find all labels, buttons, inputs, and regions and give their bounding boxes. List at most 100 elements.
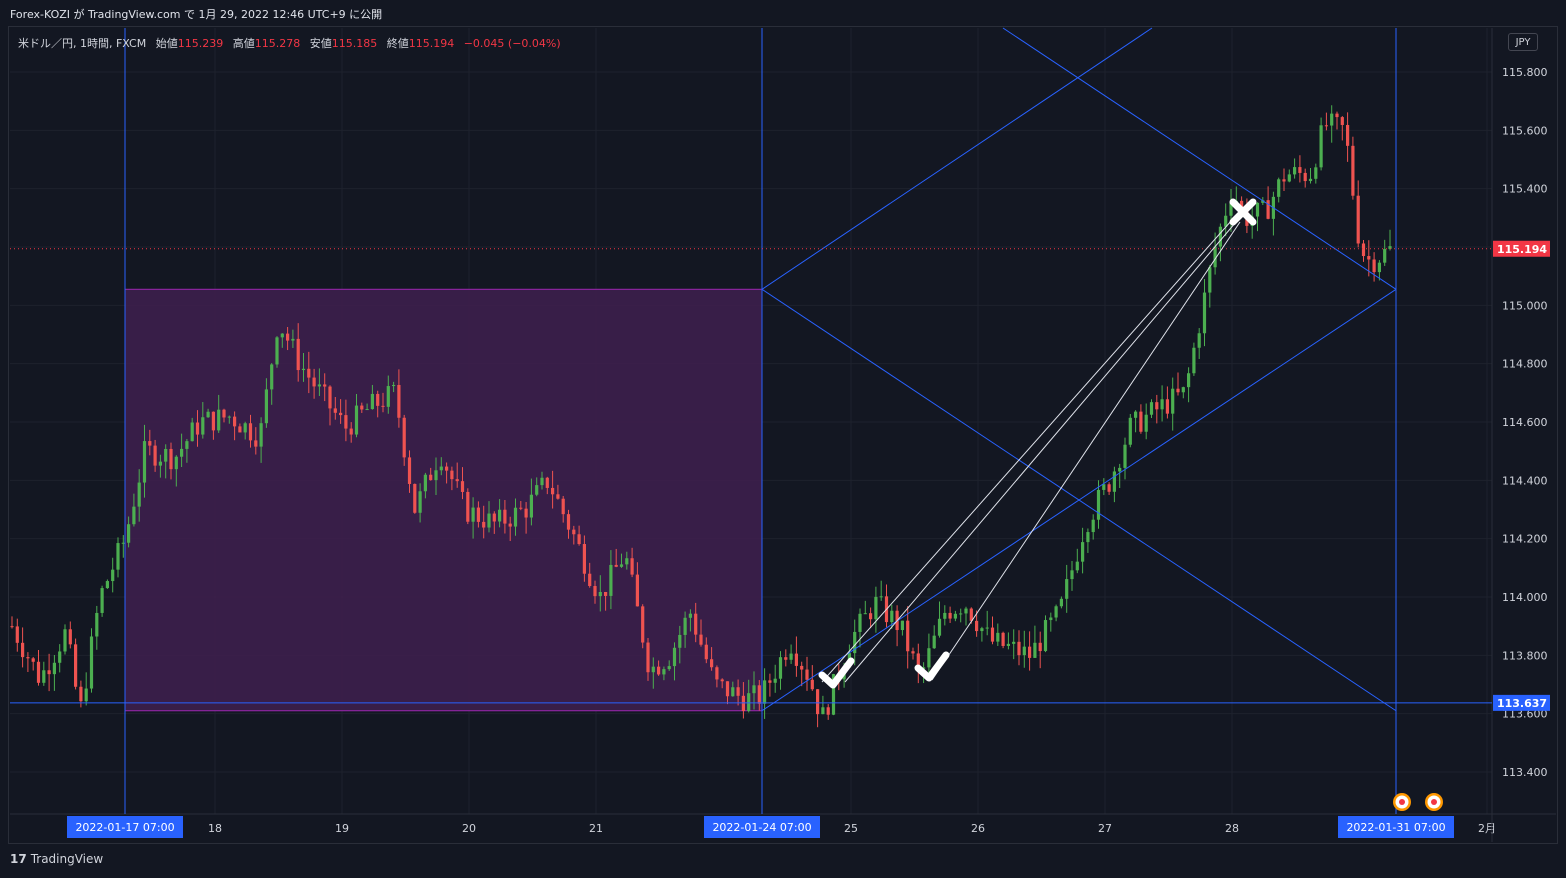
candle-body xyxy=(370,393,374,410)
candle-body xyxy=(275,337,279,365)
candle-body xyxy=(720,679,724,682)
candle-body xyxy=(1118,467,1122,472)
candle-body xyxy=(148,441,152,446)
candle-body xyxy=(100,588,104,613)
candle-body xyxy=(1224,215,1228,227)
candle-body xyxy=(890,610,894,623)
candle-body xyxy=(1022,646,1026,656)
candle-body xyxy=(1075,561,1079,571)
candle-body xyxy=(471,507,475,522)
level-price-tag: 113.637 xyxy=(1497,697,1547,710)
candle-body xyxy=(1065,579,1069,599)
candle-body xyxy=(492,513,496,522)
candle-body xyxy=(1367,256,1371,260)
candle-body xyxy=(58,651,62,663)
candle-body xyxy=(1086,532,1090,543)
time-highlight-bg xyxy=(704,816,820,838)
close-label: 終値 xyxy=(386,37,409,50)
candle-body xyxy=(545,477,549,488)
candle-body xyxy=(672,647,677,667)
currency-unit-button[interactable]: JPY xyxy=(1508,33,1538,51)
candle-body xyxy=(741,695,745,711)
candle-body xyxy=(1287,174,1291,182)
candle-body xyxy=(1144,414,1148,432)
candle-body xyxy=(678,634,682,648)
x-tick-label: 26 xyxy=(971,822,985,835)
projection-line-up xyxy=(761,288,1397,712)
candle-body xyxy=(1208,267,1212,293)
candle-body xyxy=(657,666,661,675)
connector-line xyxy=(931,221,1241,681)
candle-body xyxy=(476,507,480,522)
candle-body xyxy=(763,680,767,704)
candle-body xyxy=(1218,226,1222,247)
candle-body xyxy=(498,509,502,522)
candles-group xyxy=(10,105,1392,728)
candle-body xyxy=(1298,167,1302,173)
candle-body xyxy=(233,416,237,427)
candle-body xyxy=(211,411,215,431)
close-value: 115.194 xyxy=(408,37,455,50)
candle-body xyxy=(164,448,168,462)
candle-body xyxy=(794,653,798,666)
candle-body xyxy=(900,620,904,631)
candle-body xyxy=(1043,620,1048,652)
candle-body xyxy=(439,466,443,471)
candle-body xyxy=(996,632,1000,642)
candle-body xyxy=(1038,642,1042,652)
candle-body xyxy=(1377,262,1381,273)
change-value: −0.045 (−0.04%) xyxy=(463,37,561,50)
tradingview-footer[interactable]: 17 TradingView xyxy=(10,852,103,866)
y-tick-label: 114.000 xyxy=(1502,591,1548,604)
candle-body xyxy=(402,417,406,458)
candle-body xyxy=(980,628,984,632)
candle-body xyxy=(365,409,369,411)
candle-body xyxy=(922,667,926,669)
symbol-label[interactable]: 米ドル／円, 1時間, FXCM xyxy=(18,37,147,50)
candle-body xyxy=(89,636,94,689)
y-tick-label: 114.200 xyxy=(1502,533,1548,546)
x-tick-label: 25 xyxy=(844,822,858,835)
x-tick-label: 19 xyxy=(335,822,349,835)
candle-body xyxy=(1091,519,1095,533)
candle-body xyxy=(307,368,311,378)
candle-body xyxy=(52,662,56,675)
candle-body xyxy=(609,564,613,596)
candle-body xyxy=(1255,202,1260,217)
candle-body xyxy=(625,558,629,565)
candle-body xyxy=(15,626,19,643)
candle-body xyxy=(1324,125,1328,127)
candle-body xyxy=(280,333,284,338)
candle-body xyxy=(121,542,125,544)
candle-body xyxy=(805,669,809,680)
candle-body xyxy=(26,657,30,659)
candle-body xyxy=(715,667,719,680)
candle-body xyxy=(190,422,194,442)
candle-body xyxy=(1139,411,1143,432)
x-tick-label: 21 xyxy=(589,822,603,835)
candle-body xyxy=(789,653,793,660)
range-rectangle xyxy=(124,288,763,712)
candle-body xyxy=(874,596,878,620)
candle-body xyxy=(752,685,756,694)
candle-body xyxy=(757,685,761,704)
candle-body xyxy=(1059,598,1063,607)
candle-body xyxy=(1330,113,1334,126)
candle-body xyxy=(1202,292,1207,334)
candle-body xyxy=(63,629,67,652)
level-price-tag-bg xyxy=(1493,694,1550,711)
candle-body xyxy=(513,507,518,527)
candle-body xyxy=(1160,399,1164,410)
candle-body xyxy=(185,441,189,449)
candle-body xyxy=(614,564,618,567)
candle-body xyxy=(328,386,332,409)
candle-body xyxy=(699,634,703,645)
candle-body xyxy=(1388,246,1392,249)
candle-body xyxy=(1149,402,1154,415)
candle-body xyxy=(604,591,608,596)
candle-body xyxy=(312,377,316,387)
candle-body xyxy=(1112,471,1116,492)
candle-body xyxy=(853,631,857,654)
candle-body xyxy=(582,544,586,574)
